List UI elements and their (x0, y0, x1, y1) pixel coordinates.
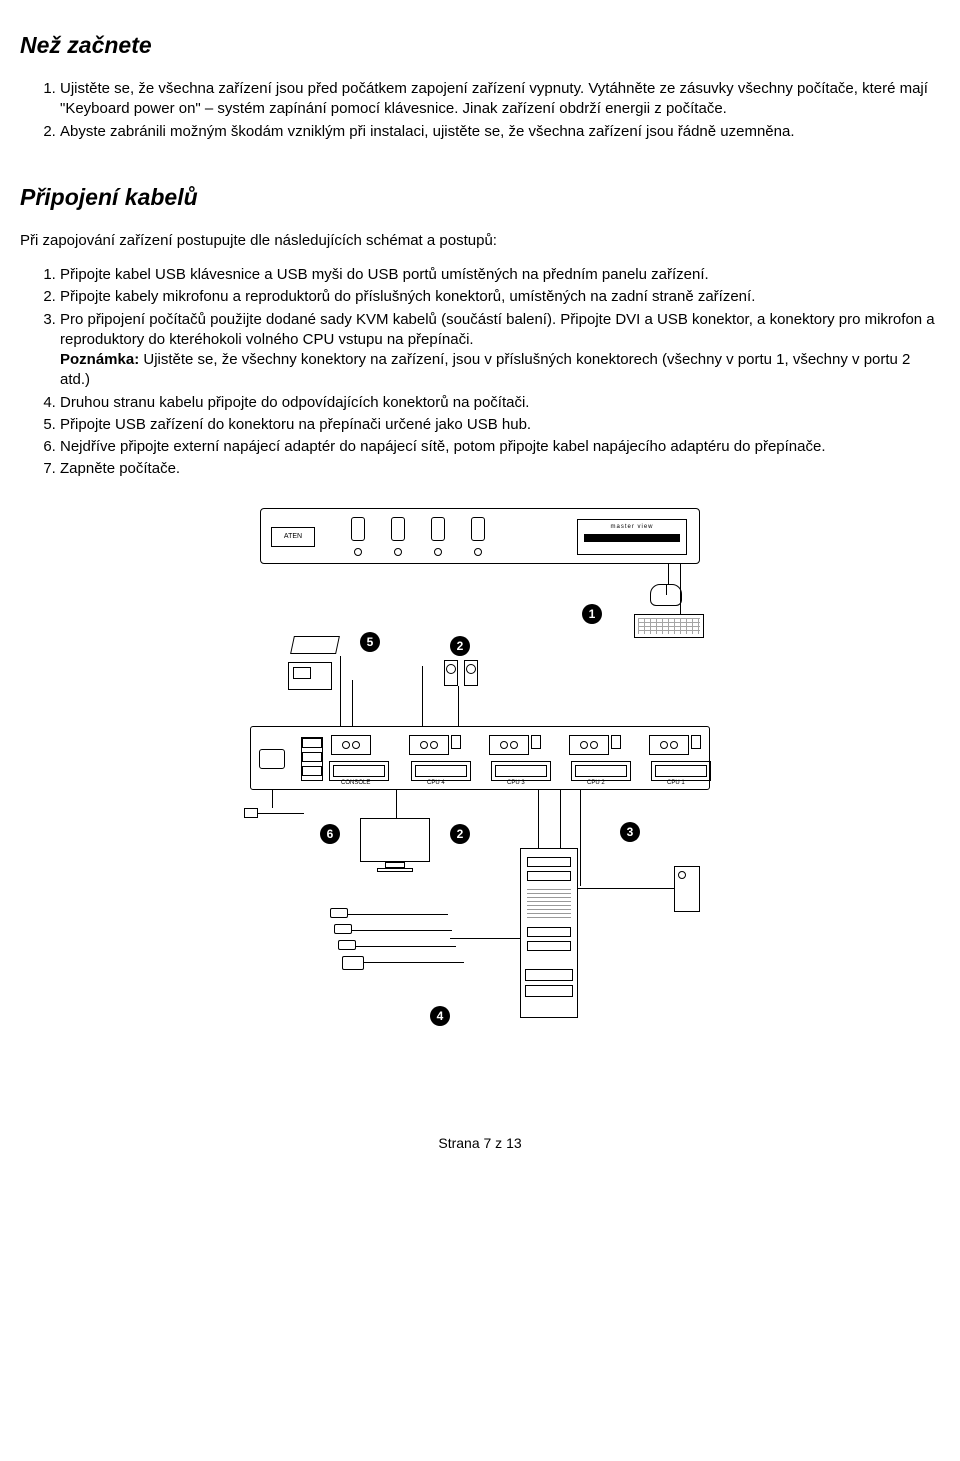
keyboard-icon (634, 614, 704, 638)
wire (340, 656, 341, 726)
cpu2-usb (611, 735, 621, 749)
heading-before-start: Než začnete (20, 30, 940, 61)
wire (272, 790, 273, 808)
list-item: Pro připojení počítačů použijte dodané s… (60, 310, 940, 391)
cpu4-usb (451, 735, 461, 749)
wire (450, 938, 520, 939)
brand-label: ATEN (271, 527, 315, 547)
list-item: Druhou stranu kabelu připojte do odpovíd… (60, 393, 940, 413)
front-panel: ATEN master view (260, 508, 700, 564)
audio-ports (331, 735, 371, 755)
cpu-label: CPU 4 (427, 779, 445, 787)
power-jack (259, 749, 285, 769)
model-bar (584, 534, 680, 542)
small-tower-icon (674, 866, 700, 912)
speaker-icon (444, 660, 458, 686)
callout-6: 6 (320, 824, 340, 844)
computer-tower-icon (520, 848, 578, 1018)
usb-device-icon (290, 636, 340, 654)
before-start-list: Ujistěte se, že všechna zařízení jsou př… (20, 79, 940, 142)
callout-3: 3 (620, 822, 640, 842)
mouse-icon (650, 584, 682, 606)
callout-1: 1 (582, 604, 602, 624)
wire (422, 666, 423, 726)
front-buttons (351, 517, 485, 541)
port-button (471, 517, 485, 541)
cpu1-usb (691, 735, 701, 749)
list-item: Připojte kabely mikrofonu a reproduktorů… (60, 287, 940, 307)
connection-diagram: ATEN master view 1 5 (20, 508, 940, 1074)
cpu3-audio (489, 735, 529, 755)
cpu3-dvi (491, 761, 551, 781)
cpu2-dvi (571, 761, 631, 781)
cpu3-usb (531, 735, 541, 749)
port-button (431, 517, 445, 541)
list-item: Připojte USB zařízení do konektoru na př… (60, 415, 940, 435)
wire (352, 680, 353, 726)
power-plug-icon (244, 808, 304, 822)
speaker-icon (464, 660, 478, 686)
model-label-text: master view (584, 523, 680, 531)
rear-panel: CPU 4 CPU 3 CPU 2 CPU 1 CONSOLE (250, 726, 710, 790)
callout-5: 5 (360, 632, 380, 652)
speakers-icon (444, 660, 478, 686)
connecting-intro: Při zapojování zařízení postupujte dle n… (20, 231, 940, 251)
cpu4-audio (409, 735, 449, 755)
monitor-icon (360, 818, 430, 872)
page-footer: Strana 7 z 13 (20, 1134, 940, 1153)
cpu1-dvi (651, 761, 711, 781)
diagram-canvas: ATEN master view 1 5 (220, 508, 740, 1068)
list-item: Nejdříve připojte externí napájecí adapt… (60, 437, 940, 457)
list-item: Zapněte počítače. (60, 459, 940, 479)
wire (458, 686, 459, 726)
wire (668, 564, 669, 584)
cpu-label: CPU 2 (587, 779, 605, 787)
cpu4-dvi (411, 761, 471, 781)
cpu-label: CPU 3 (507, 779, 525, 787)
connecting-steps-list: Připojte kabel USB klávesnice a USB myši… (20, 265, 940, 480)
heading-connecting-cables: Připojení kabelů (20, 182, 940, 213)
console-label: CONSOLE (341, 779, 370, 787)
port-button (391, 517, 405, 541)
wire (578, 888, 674, 889)
cpu2-audio (569, 735, 609, 755)
cable-bundle-icon (330, 908, 450, 998)
callout-2-top: 2 (450, 636, 470, 656)
cpu-label: CPU 1 (667, 779, 685, 787)
cpu1-audio (649, 735, 689, 755)
microphone-icon (414, 622, 430, 666)
wire (396, 790, 397, 818)
console-dvi (329, 761, 389, 781)
wire (580, 790, 581, 886)
note-text: Ujistěte se, že všechny konektory na zař… (60, 351, 910, 388)
note-label: Poznámka: (60, 351, 139, 368)
list-item: Připojte kabel USB klávesnice a USB myši… (60, 265, 940, 285)
list-item: Abyste zabránili možným škodám vzniklým … (60, 122, 940, 142)
wire (680, 564, 681, 614)
list-item-text: Pro připojení počítačů použijte dodané s… (60, 311, 935, 348)
wire (538, 790, 539, 850)
port-button (351, 517, 365, 541)
callout-4: 4 (430, 1006, 450, 1026)
model-label-box: master view (577, 519, 687, 555)
callout-2-bottom: 2 (450, 824, 470, 844)
usb-ports (301, 737, 323, 781)
list-item: Ujistěte se, že všechna zařízení jsou př… (60, 79, 940, 120)
usb-hub-icon (288, 662, 332, 690)
